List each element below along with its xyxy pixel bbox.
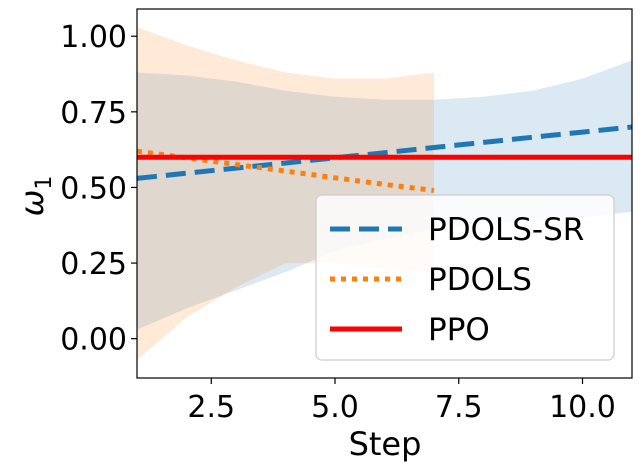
legend-label-pdols: PDOLS: [428, 262, 532, 298]
x-axis-ticks: 2.5 5.0 7.5 10.0: [187, 378, 616, 425]
x-tick-label: 5.0: [311, 390, 359, 425]
y-tick-label: 1.00: [60, 20, 127, 55]
y-axis-label-symbol: ω: [13, 190, 51, 217]
y-axis-ticks: 0.00 0.25 0.50 0.75 1.00: [60, 20, 137, 358]
series-lines: [136, 124, 633, 193]
x-tick-label: 7.5: [435, 390, 483, 425]
plot-frame: [136, 8, 633, 379]
legend-box: [315, 194, 615, 361]
y-tick-label: 0.50: [60, 171, 127, 206]
x-axis-label: Step: [349, 425, 422, 463]
legend-label-pdols-sr: PDOLS-SR: [428, 212, 584, 248]
x-tick-label: 2.5: [187, 390, 235, 425]
x-tick-label: 10.0: [549, 390, 616, 425]
pdols-band: [137, 27, 434, 360]
y-axis-label-subscript: 1: [32, 176, 57, 190]
legend: PDOLS-SR PDOLS PPO: [315, 194, 615, 361]
legend-label-ppo: PPO: [428, 312, 490, 348]
y-tick-label: 0.25: [60, 247, 127, 282]
pdols-sr-line: [136, 124, 633, 181]
y-tick-label: 0.00: [60, 323, 127, 358]
y-tick-label: 0.75: [60, 96, 127, 131]
y-axis-label: ω1: [13, 176, 57, 217]
